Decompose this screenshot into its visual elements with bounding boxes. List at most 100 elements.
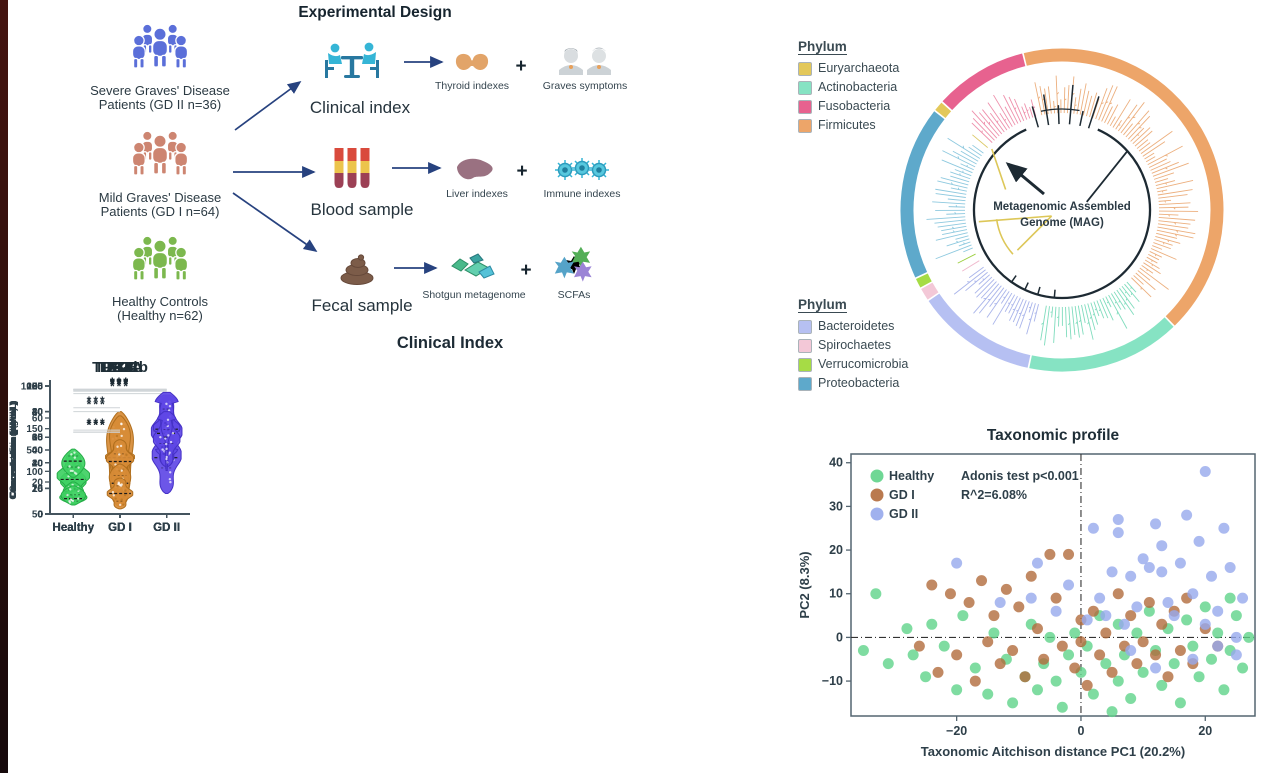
plot-title: DBIL	[103, 359, 138, 376]
scatter-point	[1007, 645, 1019, 656]
scatter-point	[1168, 610, 1180, 622]
sample-label: Blood sample	[310, 200, 413, 219]
y-tick-label: 100	[26, 382, 43, 393]
scatter-point	[1056, 701, 1068, 713]
significance-stars: ***	[87, 416, 107, 430]
x-category-label: GD II	[153, 522, 180, 534]
scatter-point	[1056, 640, 1068, 652]
legend-item: Euryarchaeota	[798, 59, 899, 78]
legend-item: Actinobacteria	[798, 78, 899, 97]
scatter-point	[1199, 465, 1211, 477]
scatter-point	[1230, 631, 1242, 643]
y-tick-label: 40	[32, 407, 44, 418]
scatter-point	[969, 662, 981, 674]
mag-pointer-arrow	[1005, 162, 1045, 196]
y-tick-label: 20	[32, 484, 44, 495]
scatter-point	[1075, 636, 1087, 648]
scatter-point	[1174, 645, 1186, 656]
tree-branches-Spirochaetes	[962, 260, 980, 272]
legend-swatch	[798, 118, 812, 133]
x-category-label: GD II	[153, 522, 180, 534]
design-title: Experimental Design	[298, 4, 451, 21]
scatter-point	[1112, 514, 1124, 525]
scatter-point	[1007, 697, 1019, 709]
scatter-point	[1205, 570, 1217, 582]
scatter-point	[969, 675, 981, 687]
plot-title: FT4	[107, 359, 134, 376]
scatter-point	[1112, 675, 1124, 687]
y-tick-label: 100	[26, 467, 43, 478]
scatter-point	[988, 627, 1000, 639]
tree-branches-Proteobacteria	[926, 137, 984, 260]
scatter-point	[1230, 649, 1242, 661]
y-tick-label: 20	[32, 458, 44, 469]
y-axis-label: Concentration (pmol/L)	[8, 401, 18, 500]
legend-swatch	[798, 80, 812, 95]
scatter-point	[976, 575, 988, 587]
y-tick-label: 1000	[21, 382, 44, 393]
y-tick-label: 0	[37, 510, 43, 521]
scatter-point	[1237, 662, 1249, 674]
scatter-point	[1193, 535, 1205, 547]
violin-Healthy	[60, 485, 87, 506]
scatter-point	[1137, 636, 1149, 648]
scatter-point	[1025, 570, 1037, 582]
x-category-label: GD I	[108, 522, 132, 534]
scatter-point	[1150, 518, 1162, 530]
phylum-ring-Bacteroidetes	[928, 293, 1031, 368]
legend-item: Bacteroidetes	[798, 317, 908, 336]
significance-stars: ***	[110, 377, 130, 391]
y-tick-label: 50	[32, 510, 44, 521]
scatter-point	[1063, 649, 1075, 661]
x-category-label: GD II	[153, 522, 180, 534]
people-group-icon	[131, 130, 189, 176]
scatter-point	[926, 579, 938, 591]
scatter-point	[1081, 614, 1093, 626]
x-category-label: GD I	[108, 522, 132, 534]
people-group-icon	[131, 235, 189, 281]
plot-title: FT3	[107, 359, 134, 376]
y-axis-label: Concentration (IU/mL)	[8, 403, 18, 498]
y-tick-label: 0	[37, 510, 43, 521]
y-axis-label: PC2 (8.3%)	[797, 551, 812, 618]
x-category-label: Healthy	[53, 522, 95, 534]
tree-branches-Verrucomicrobia	[957, 253, 976, 264]
scatter-point	[1087, 605, 1099, 617]
y-tick-label: 0	[37, 510, 43, 521]
experimental-design-panel: Experimental Design Severe Graves' Disea…	[90, 4, 627, 323]
scatter-point	[1199, 618, 1211, 630]
significance-stars: ***	[110, 376, 130, 390]
tree-backbone	[972, 84, 1152, 300]
x-axis-label: Taxonomic Aitchison distance PC1 (20.2%)	[921, 744, 1185, 759]
scatter-series-GD II	[951, 465, 1249, 674]
clinical-index-heading: Clinical Index	[396, 334, 504, 352]
scatter-point	[994, 596, 1006, 608]
scatter-point	[951, 557, 963, 569]
scatter-point	[1044, 548, 1056, 560]
plot-title: TR-Ab	[98, 359, 143, 376]
x-category-label: Healthy	[53, 522, 95, 534]
y-tick-label: 80	[32, 382, 44, 393]
phylum-ring-Verrucomicrobia	[915, 273, 932, 288]
x-category-label: GD I	[108, 522, 132, 534]
scatter-point	[932, 666, 944, 678]
phylum-legend-top: Phylum Euryarchaeota Actinobacteria Fuso…	[798, 38, 899, 135]
legend-label: Healthy	[889, 469, 934, 483]
thyroid-icon	[455, 53, 489, 71]
x-tick-label: 0	[1077, 724, 1084, 738]
plus-sign: +	[515, 56, 526, 77]
scatter-point	[982, 636, 994, 648]
y-tick-label: 30	[829, 499, 843, 513]
scatter-point	[1044, 631, 1056, 643]
y-tick-label: 60	[32, 433, 44, 444]
x-category-label: GD I	[108, 522, 132, 534]
phylum-ring-Actinobacteria	[1029, 317, 1174, 372]
scatter-point	[913, 640, 925, 652]
scatter-point	[1156, 618, 1168, 630]
outcome-label: SCFAs	[558, 289, 591, 301]
phylum-ring-Firmicutes	[1023, 48, 1224, 326]
significance-stars: ***	[87, 418, 107, 432]
scatter-point	[901, 623, 913, 635]
y-tick-label: 20	[32, 407, 44, 418]
legend-title: Phylum	[798, 39, 847, 55]
